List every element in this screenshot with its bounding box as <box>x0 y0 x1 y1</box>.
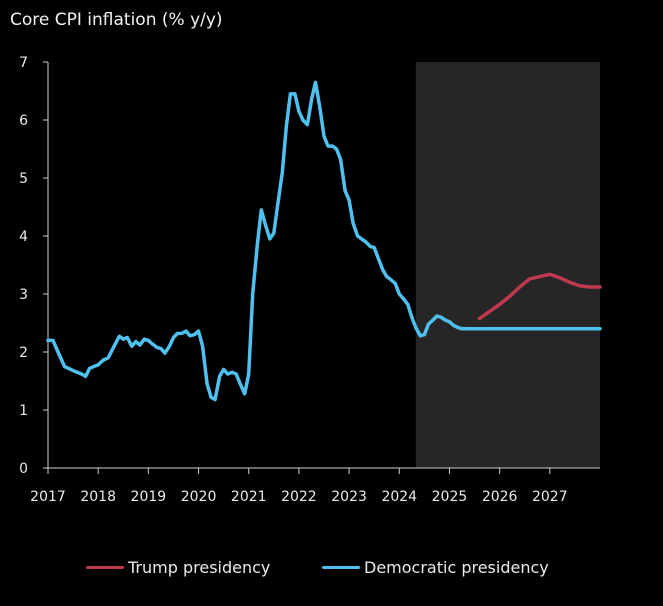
x-tick-label: 2021 <box>231 489 267 505</box>
series-line-trump <box>477 272 602 321</box>
legend-item-democratic[interactable]: Democratic presidency <box>322 558 549 577</box>
legend: Trump presidency Democratic presidency <box>0 558 663 582</box>
legend-label-trump: Trump presidency <box>128 558 271 577</box>
x-tick-label: 2017 <box>30 489 66 505</box>
forecast-shade-region <box>415 62 600 468</box>
y-tick-label: 1 <box>19 403 28 419</box>
x-ticks: 2017 2018 2019 2020 2021 2022 2023 2024 2025 2026… <box>30 468 568 505</box>
series-layer <box>46 80 602 402</box>
y-tick-label: 6 <box>19 113 28 129</box>
x-tick-label: 2026 <box>482 489 518 505</box>
x-tick-label: 2019 <box>131 489 167 505</box>
y-tick-label: 4 <box>19 229 28 245</box>
legend-item-trump[interactable]: Trump presidency <box>86 558 270 577</box>
y-tick-label: 7 <box>19 55 28 71</box>
legend-swatch-democratic <box>322 566 360 569</box>
y-tick-label: 2 <box>19 345 28 361</box>
x-tick-label: 2027 <box>532 489 568 505</box>
x-tick-label: 2018 <box>80 489 116 505</box>
y-tick-label: 0 <box>19 461 28 477</box>
x-tick-label: 2024 <box>381 489 417 505</box>
x-tick-label: 2025 <box>432 489 468 505</box>
legend-label-democratic: Democratic presidency <box>364 558 549 577</box>
y-tick-label: 3 <box>19 287 28 303</box>
series-line-democratic <box>46 80 602 402</box>
y-ticks: 0 1 2 3 4 5 6 7 <box>19 55 48 477</box>
chart-title: Core CPI inflation (% y/y) <box>10 10 223 30</box>
legend-swatch-trump <box>86 566 124 569</box>
y-tick-label: 5 <box>19 171 28 187</box>
x-tick-label: 2020 <box>181 489 217 505</box>
x-tick-label: 2023 <box>331 489 367 505</box>
x-tick-label: 2022 <box>281 489 317 505</box>
